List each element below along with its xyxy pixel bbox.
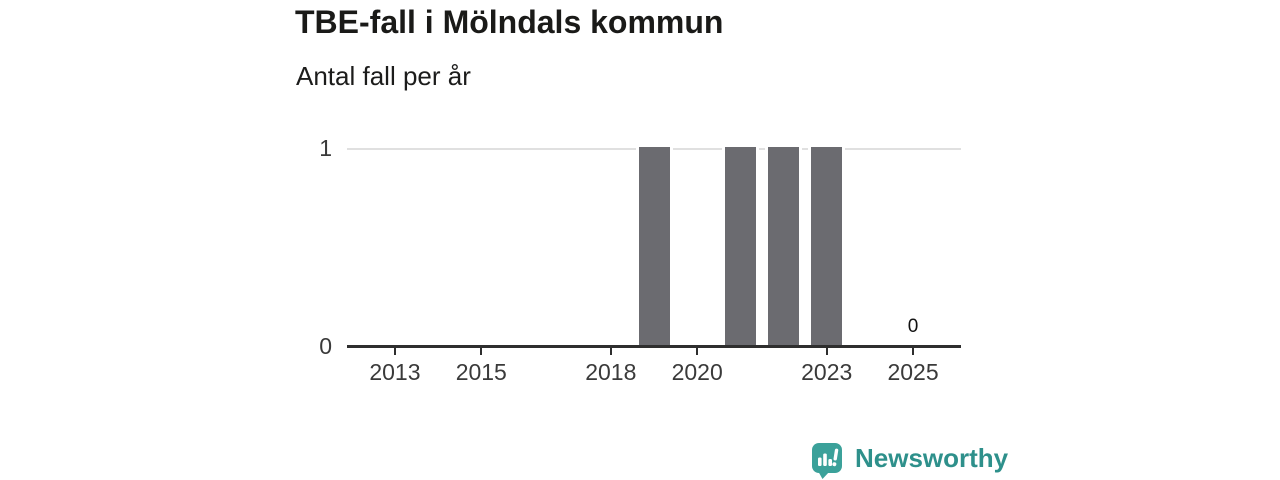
newsworthy-wordmark: Newsworthy xyxy=(855,443,1009,473)
bar-2022 xyxy=(765,147,803,345)
x-tick-label-2015: 2015 xyxy=(455,359,507,385)
x-tick-2013 xyxy=(393,348,396,355)
bar-2021 xyxy=(721,147,759,345)
x-tick-label-2023: 2023 xyxy=(801,359,853,385)
y-tick-label-0: 0 xyxy=(319,333,332,359)
x-tick-2025 xyxy=(912,348,915,355)
newsworthy-logo: Newsworthy xyxy=(811,442,1008,479)
value-label-2025: 0 xyxy=(907,316,919,337)
x-tick-2018 xyxy=(609,348,612,355)
x-tick-2023 xyxy=(825,348,828,355)
chart-subtitle: Antal fall per år xyxy=(296,61,471,91)
x-tick-2015 xyxy=(480,348,483,355)
bar-2023 xyxy=(808,147,846,345)
x-tick-label-2020: 2020 xyxy=(671,359,723,385)
x-tick-label-2018: 2018 xyxy=(585,359,637,385)
x-tick-label-2013: 2013 xyxy=(369,359,421,385)
chart-title: TBE-fall i Mölndals kommun xyxy=(295,4,724,40)
bar-2019 xyxy=(635,147,673,345)
newsworthy-speech-bubble-bar-chart-icon xyxy=(812,443,842,479)
x-tick-2020 xyxy=(696,348,699,355)
x-axis-line xyxy=(347,345,961,348)
y-tick-label-1: 1 xyxy=(319,135,332,161)
x-tick-label-2025: 2025 xyxy=(887,359,939,385)
